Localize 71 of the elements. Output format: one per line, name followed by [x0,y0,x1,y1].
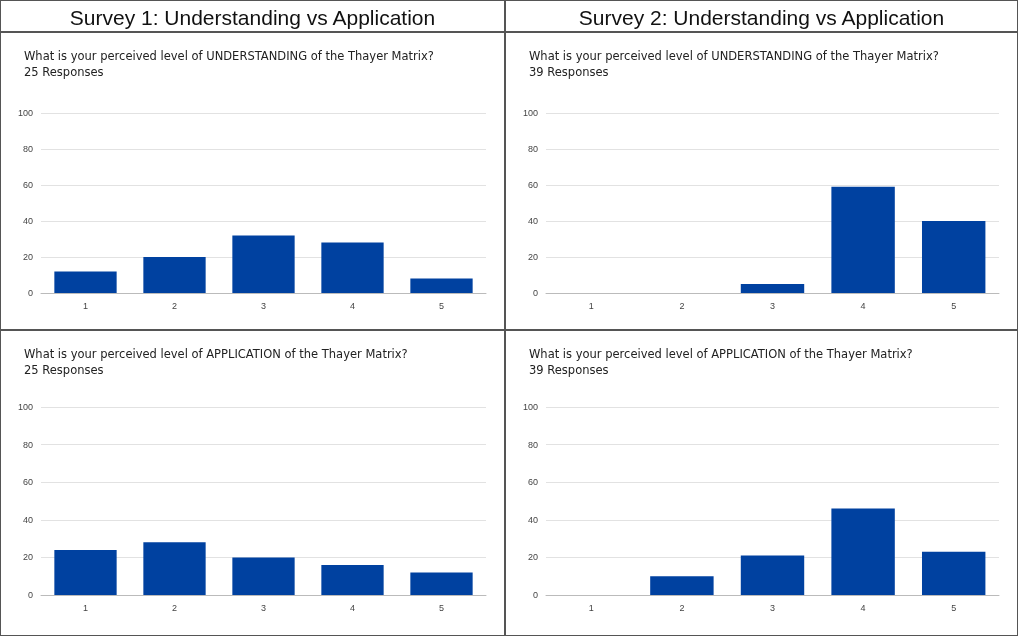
y-tick-label: 40 [22,514,33,525]
bar [410,572,473,595]
y-tick-label: 80 [22,439,33,450]
y-tick-label: 40 [22,216,33,226]
x-tick-label: 3 [769,300,776,311]
y-tick-label: 80 [527,144,538,154]
x-tick-label: 1 [82,602,89,613]
bar [321,242,384,293]
text: Survey 1: Understanding vs Application [0,0,505,32]
x-tick-label: 4 [860,602,866,613]
x-tick-label: 3 [769,602,776,613]
bar [321,564,384,595]
y-tick-label: 60 [22,477,33,488]
chart-title: What is your perceived level of UNDERSTANDING of the Thayer Matrix? [24,49,434,63]
y-tick-label: 40 [527,514,538,525]
y-tick-label: 100 [17,402,33,412]
y-tick-label: 80 [527,439,538,450]
chart-subtitle: 25 Responses [24,363,104,377]
chart-subtitle: 39 Responses [529,363,609,377]
y-tick-label: 20 [22,552,33,563]
bar [143,257,206,293]
x-tick-label: 1 [588,300,594,311]
chart-title: What is your perceived level of UNDERSTANDING of the Thayer Matrix? [529,49,939,63]
x-tick-label: 4 [349,602,356,613]
y-tick-label: 40 [527,216,538,226]
x-tick-label: 1 [588,602,594,613]
y-tick-label: 100 [522,108,538,118]
chart-title: What is your perceived level of APPLICATION of the Thayer Matrix? [529,347,913,361]
y-tick-label: 80 [22,144,33,154]
y-tick-label: 100 [522,402,538,412]
bar [831,508,895,595]
x-tick-label: 4 [860,300,866,311]
x-tick-label: 2 [679,602,685,613]
bar [232,557,295,595]
x-tick-label: 3 [260,300,267,311]
y-tick-label: 20 [22,252,33,262]
x-tick-label: 5 [438,300,445,311]
y-tick-label: 60 [527,180,538,190]
y-tick-label: 20 [527,552,538,563]
bar [232,235,295,293]
y-tick-label: 0 [27,288,33,298]
x-tick-label: 2 [171,300,178,311]
bar [921,221,986,293]
bar [921,551,986,595]
bar [740,555,805,595]
bar [650,576,714,595]
bar [143,542,206,595]
x-tick-label: 2 [679,300,685,311]
bar [740,284,805,293]
bar [410,278,473,293]
x-tick-label: 3 [260,602,267,613]
bar [54,271,117,293]
x-tick-label: 5 [951,300,957,311]
bar [54,549,117,595]
x-tick-label: 2 [171,602,178,613]
chart-subtitle: 25 Responses [24,65,104,79]
chart-subtitle: 39 Responses [529,65,609,79]
y-tick-label: 60 [22,180,33,190]
y-tick-label: 100 [17,108,33,118]
text: Survey 2: Understanding vs Application [505,0,1018,32]
x-tick-label: 5 [438,602,445,613]
y-tick-label: 0 [532,590,538,600]
y-tick-label: 20 [527,252,538,262]
x-tick-label: 4 [349,300,356,311]
y-tick-label: 0 [532,288,538,298]
x-tick-label: 1 [82,300,89,311]
y-tick-label: 0 [27,590,33,600]
x-tick-label: 5 [951,602,957,613]
bar [831,186,895,293]
chart-title: What is your perceived level of APPLICATION of the Thayer Matrix? [24,347,408,361]
y-tick-label: 60 [527,477,538,488]
